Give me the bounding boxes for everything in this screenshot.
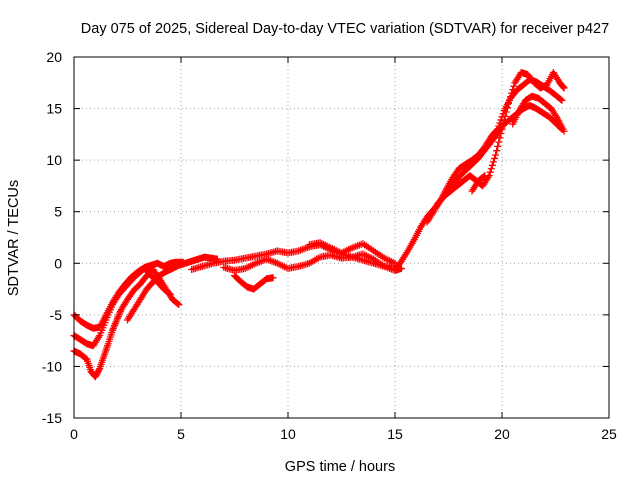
series-track-h — [305, 239, 399, 267]
y-tick-label: 20 — [46, 49, 62, 65]
data-point — [494, 142, 502, 150]
data-point — [496, 134, 504, 142]
plot-frame — [73, 56, 610, 419]
series-track-k — [434, 68, 568, 207]
data-point — [499, 121, 507, 129]
data-point — [558, 96, 566, 104]
data-point — [559, 83, 567, 91]
x-tick-label: 0 — [70, 426, 78, 442]
series-track-g — [231, 272, 277, 293]
data-point — [486, 168, 494, 176]
plot-border — [73, 56, 610, 419]
data-point — [95, 366, 103, 374]
data-point — [495, 122, 503, 130]
data-point — [493, 147, 501, 155]
grid-lines — [74, 57, 609, 418]
y-tick-label: 10 — [46, 152, 62, 168]
data-point — [481, 172, 489, 180]
data-point — [269, 274, 277, 282]
data-point — [497, 129, 505, 137]
data-point — [505, 96, 513, 104]
y-tick-label: -5 — [50, 307, 63, 323]
data-point — [489, 158, 497, 166]
data-point — [560, 84, 568, 92]
data-point — [493, 126, 501, 134]
y-tick-label: 15 — [46, 101, 62, 117]
data-point — [501, 112, 509, 120]
series-track-l — [509, 92, 568, 135]
axis-ticks: 0 5 10 15 20 25 -15 -10 -5 0 5 10 15 20 — [42, 49, 617, 442]
x-tick-label: 5 — [177, 426, 185, 442]
data-point — [503, 104, 511, 112]
series-track-d — [124, 253, 221, 324]
data-points — [70, 68, 568, 381]
chart-title: Day 075 of 2025, Sidereal Day-to-day VTE… — [81, 21, 609, 37]
data-point — [480, 172, 488, 180]
data-point — [500, 117, 508, 125]
data-point — [510, 82, 518, 90]
data-point — [492, 151, 500, 159]
data-point — [508, 89, 516, 97]
x-tick-label: 15 — [387, 426, 403, 442]
data-point — [491, 154, 499, 162]
x-axis-label: GPS time / hours — [285, 459, 395, 475]
y-tick-label: 5 — [54, 204, 62, 220]
y-tick-label: -15 — [42, 410, 62, 426]
data-point — [504, 99, 512, 107]
data-point — [509, 86, 517, 94]
data-point — [560, 127, 568, 135]
x-tick-label: 20 — [494, 426, 510, 442]
y-tick-label: -10 — [42, 358, 62, 374]
data-point — [502, 108, 510, 116]
data-point — [507, 93, 515, 101]
x-tick-label: 25 — [601, 426, 617, 442]
y-tick-label: 0 — [54, 255, 62, 271]
x-tick-label: 10 — [280, 426, 296, 442]
series-track-i — [391, 101, 566, 273]
data-point — [488, 161, 496, 169]
data-point — [497, 116, 505, 124]
data-point — [174, 300, 182, 308]
data-point — [487, 165, 495, 173]
series-track-c — [70, 265, 183, 381]
data-point — [498, 125, 506, 133]
series-track-m — [468, 172, 489, 195]
y-axis-label: SDTVAR / TECUs — [6, 180, 22, 296]
data-point — [495, 138, 503, 146]
data-point — [175, 301, 183, 309]
data-point — [557, 95, 565, 103]
